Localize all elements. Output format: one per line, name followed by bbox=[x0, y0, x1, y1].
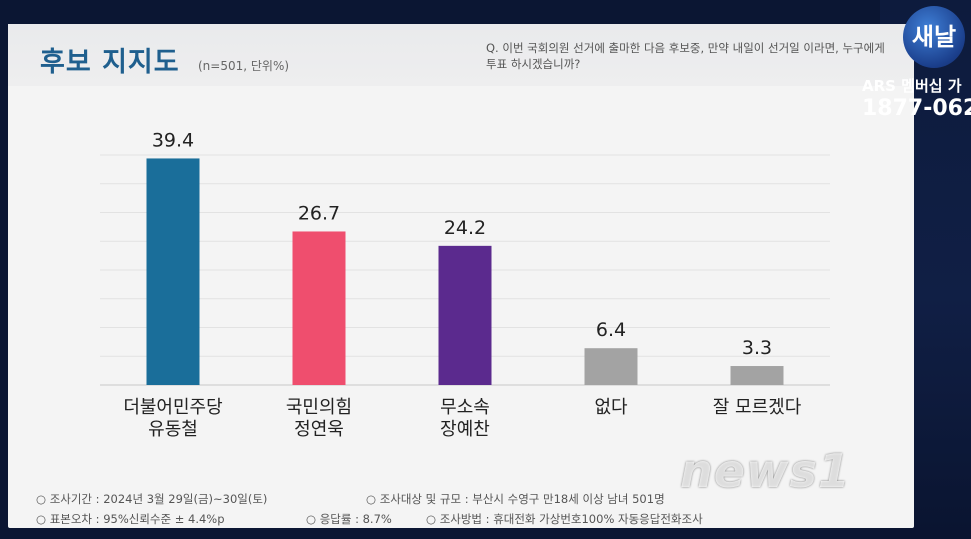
value-label-1: 26.7 bbox=[298, 202, 340, 224]
footer-target: ○ 조사대상 및 규모 : 부산시 수영구 만18세 이상 남녀 501명 bbox=[366, 492, 665, 506]
ars-membership-text: ARS 멤버십 가 bbox=[862, 77, 962, 95]
footer-method: ○ 조사방법 : 휴대전화 가상번호100% 자동응답전화조사 bbox=[426, 512, 703, 526]
bar-2 bbox=[438, 245, 492, 385]
bar-4 bbox=[730, 366, 784, 385]
value-label-0: 39.4 bbox=[152, 129, 194, 151]
header-band bbox=[8, 24, 914, 86]
survey-question: Q. 이번 국회의원 선거에 출마한 다음 후보중, 만약 내일이 선거일 이라… bbox=[486, 41, 885, 71]
chart-subtitle: (n=501, 단위%) bbox=[198, 59, 290, 73]
category-label-4: 잘 모르겠다 bbox=[713, 397, 802, 418]
category-label-3: 없다 bbox=[594, 397, 628, 418]
footer-period: ○ 조사기간 : 2024년 3월 29일(금)~30일(토) bbox=[36, 492, 268, 506]
footer-response: ○ 응답률 : 8.7% bbox=[306, 512, 392, 526]
value-label-3: 6.4 bbox=[596, 319, 626, 341]
survey-footer: ○ 조사기간 : 2024년 3월 29일(금)~30일(토) ○ 조사대상 및… bbox=[36, 489, 896, 529]
value-label-2: 24.2 bbox=[444, 217, 486, 239]
channel-logo: 새날 bbox=[903, 6, 965, 68]
bar-1 bbox=[292, 231, 346, 385]
ars-phone-number: 1877-062 bbox=[862, 96, 971, 121]
news1-watermark: news1 bbox=[680, 444, 851, 498]
value-label-4: 3.3 bbox=[742, 337, 772, 359]
bar-3 bbox=[584, 348, 638, 385]
category-label-2: 무소속 장예찬 bbox=[440, 397, 490, 440]
chart-title: 후보 지지도 bbox=[40, 47, 180, 78]
footer-error: ○ 표본오차 : 95%신뢰수준 ± 4.4%p bbox=[36, 512, 225, 526]
category-label-1: 국민의힘 정연욱 bbox=[286, 397, 352, 440]
category-label-0: 더불어민주당 유동철 bbox=[123, 397, 222, 440]
bar-0 bbox=[146, 158, 200, 385]
